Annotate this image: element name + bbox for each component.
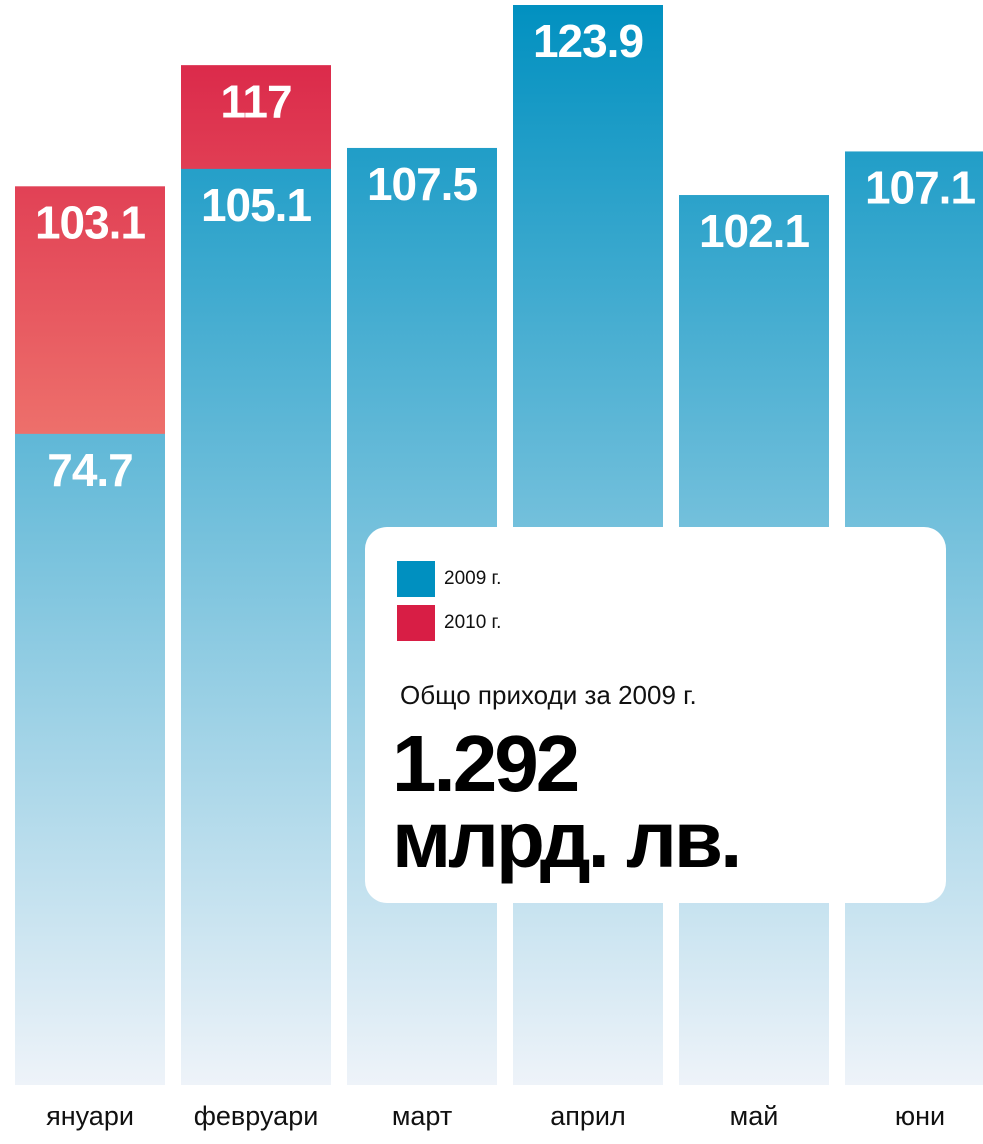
- value-label: 103.1: [35, 196, 146, 248]
- value-label: 105.1: [201, 179, 312, 231]
- annotation-text: Общо приходи за 2009 г.: [400, 680, 697, 710]
- x-tick-label: май: [730, 1101, 779, 1131]
- value-label: 107.1: [865, 162, 976, 214]
- value-label: 117: [220, 75, 291, 127]
- annotation-total: 1.292: [392, 719, 578, 808]
- legend-box: [365, 527, 946, 903]
- legend-swatch: [397, 561, 435, 597]
- annotation-unit: млрд. лв.: [392, 795, 739, 884]
- legend-label: 2010 г.: [444, 612, 501, 633]
- x-tick-label: януари: [46, 1101, 134, 1131]
- x-tick-label: февруари: [194, 1101, 319, 1131]
- x-tick-label: юни: [895, 1101, 945, 1131]
- legend-label: 2009 г.: [444, 568, 501, 589]
- x-tick-label: април: [550, 1101, 626, 1131]
- value-label: 107.5: [367, 158, 478, 210]
- legend-swatch: [397, 605, 435, 641]
- bar: [15, 433, 165, 1085]
- x-tick-label: март: [392, 1101, 452, 1131]
- value-label: 102.1: [699, 205, 810, 257]
- bar: [181, 168, 331, 1085]
- value-label: 123.9: [533, 15, 643, 67]
- value-label: 74.7: [47, 444, 133, 496]
